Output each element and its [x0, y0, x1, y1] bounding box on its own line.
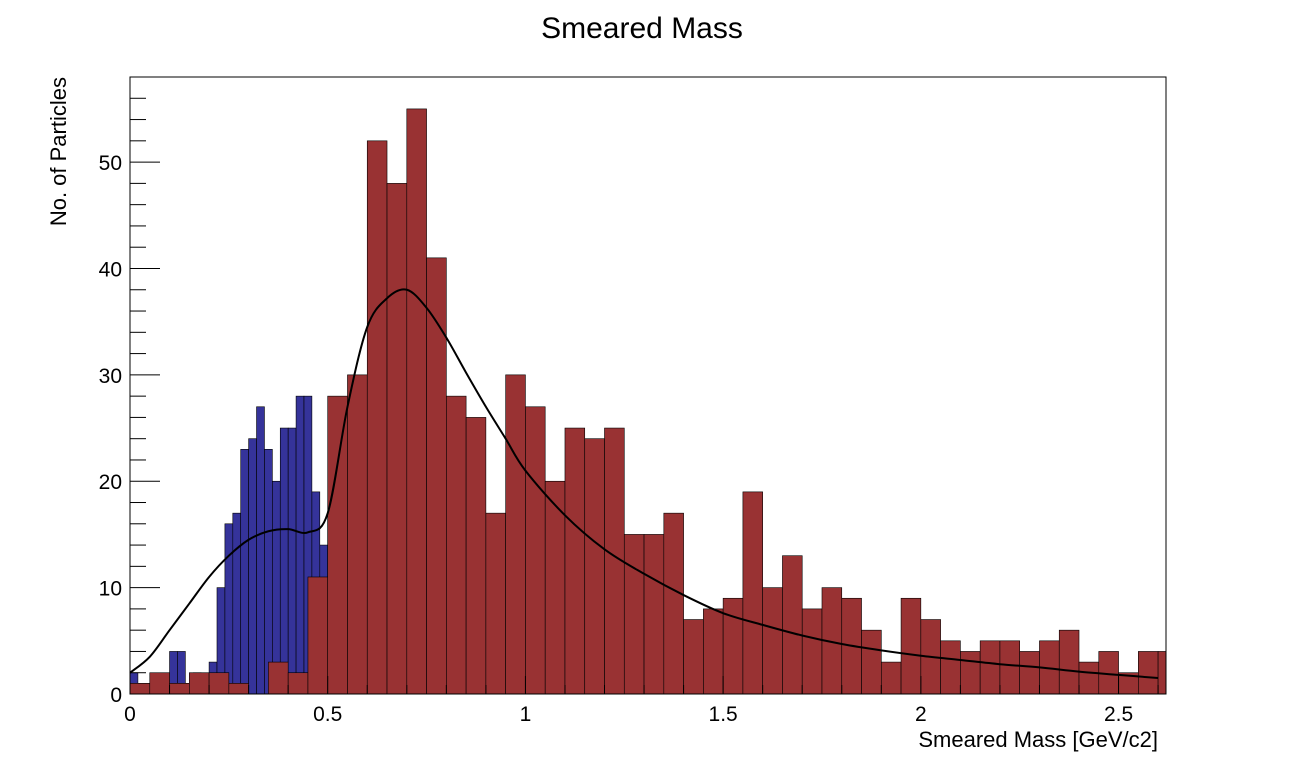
histogram-bar [703, 608, 724, 695]
histogram-bar [1078, 661, 1100, 695]
histogram-bar [880, 661, 902, 695]
histogram-bar [129, 683, 151, 695]
histogram-bar [643, 534, 665, 695]
histogram-bar [228, 683, 249, 695]
histogram-bar [782, 555, 803, 695]
x-tick-label: 1.5 [709, 703, 738, 726]
y-tick-label: 40 [99, 258, 122, 281]
y-axis-label: No. of Particles [46, 77, 71, 226]
histogram-bar [366, 140, 388, 695]
x-axis: 0 0.5 1 1.5 2 2.5 [124, 676, 1159, 726]
histogram-bar [1058, 629, 1080, 695]
x-tick-label: 0.5 [313, 703, 342, 726]
y-tick-label: 0 [110, 684, 122, 707]
histogram-bar [287, 672, 309, 695]
histogram-bar [256, 406, 265, 695]
histogram-bar [1157, 651, 1167, 695]
histogram-bar [801, 608, 823, 695]
x-axis-label: Smeared Mass [GeV/c2] [918, 727, 1158, 752]
histogram-bar [584, 438, 605, 695]
histogram-bar [287, 427, 297, 695]
y-axis: 0 10 20 30 40 50 [99, 97, 160, 707]
histogram-bar [564, 427, 586, 695]
histogram-bar [307, 576, 329, 695]
histogram-bar [248, 438, 257, 695]
histogram-bar [347, 374, 368, 695]
histogram-bar [999, 640, 1020, 695]
histogram-bar [169, 683, 190, 695]
histogram-bar [663, 512, 684, 695]
histogram-bar [722, 597, 744, 695]
histogram-bar [960, 651, 981, 695]
histogram-bar [623, 534, 645, 695]
x-tick-label: 1 [520, 703, 532, 726]
histogram-bar [465, 417, 487, 695]
histogram-series-1 [129, 108, 1167, 695]
histogram-bar [386, 183, 408, 695]
histogram-bar [979, 640, 1001, 695]
histogram-bar [446, 395, 467, 695]
x-tick-label: 2.5 [1104, 703, 1133, 726]
histogram-bar [742, 491, 763, 695]
y-tick-label: 30 [99, 365, 122, 388]
histogram-bar [189, 672, 210, 695]
histogram-bar [525, 406, 546, 695]
x-tick-label: 0 [124, 703, 136, 726]
fit-curve [129, 288, 1159, 680]
y-tick-label: 50 [99, 152, 122, 175]
y-tick-label: 20 [99, 471, 122, 494]
histogram-bar [762, 587, 783, 695]
histogram-bar [208, 672, 230, 695]
x-tick-label: 2 [915, 703, 927, 726]
histogram-bar [295, 395, 305, 695]
histogram-bar [406, 108, 427, 695]
plot-frame [129, 76, 1167, 695]
histogram-bar [485, 512, 506, 695]
histogram-bar [861, 629, 882, 695]
histogram-bar [1019, 651, 1040, 695]
histogram-bar [505, 374, 526, 695]
y-tick-label: 10 [99, 578, 122, 601]
histogram-bar [279, 427, 289, 695]
histogram-bar [268, 661, 289, 695]
histogram-bars [129, 108, 1167, 695]
histogram-bar [224, 523, 234, 695]
histogram-bar [264, 449, 273, 695]
histogram-bar [327, 395, 348, 695]
histogram-bar [240, 449, 249, 695]
chart-title: Smeared Mass [541, 12, 743, 45]
histogram-bar [900, 597, 922, 695]
histogram-bar [1138, 651, 1159, 695]
histogram-bar [232, 512, 242, 695]
histogram-bar [940, 640, 961, 695]
histogram-bar [683, 619, 704, 695]
histogram-bar [149, 672, 170, 695]
